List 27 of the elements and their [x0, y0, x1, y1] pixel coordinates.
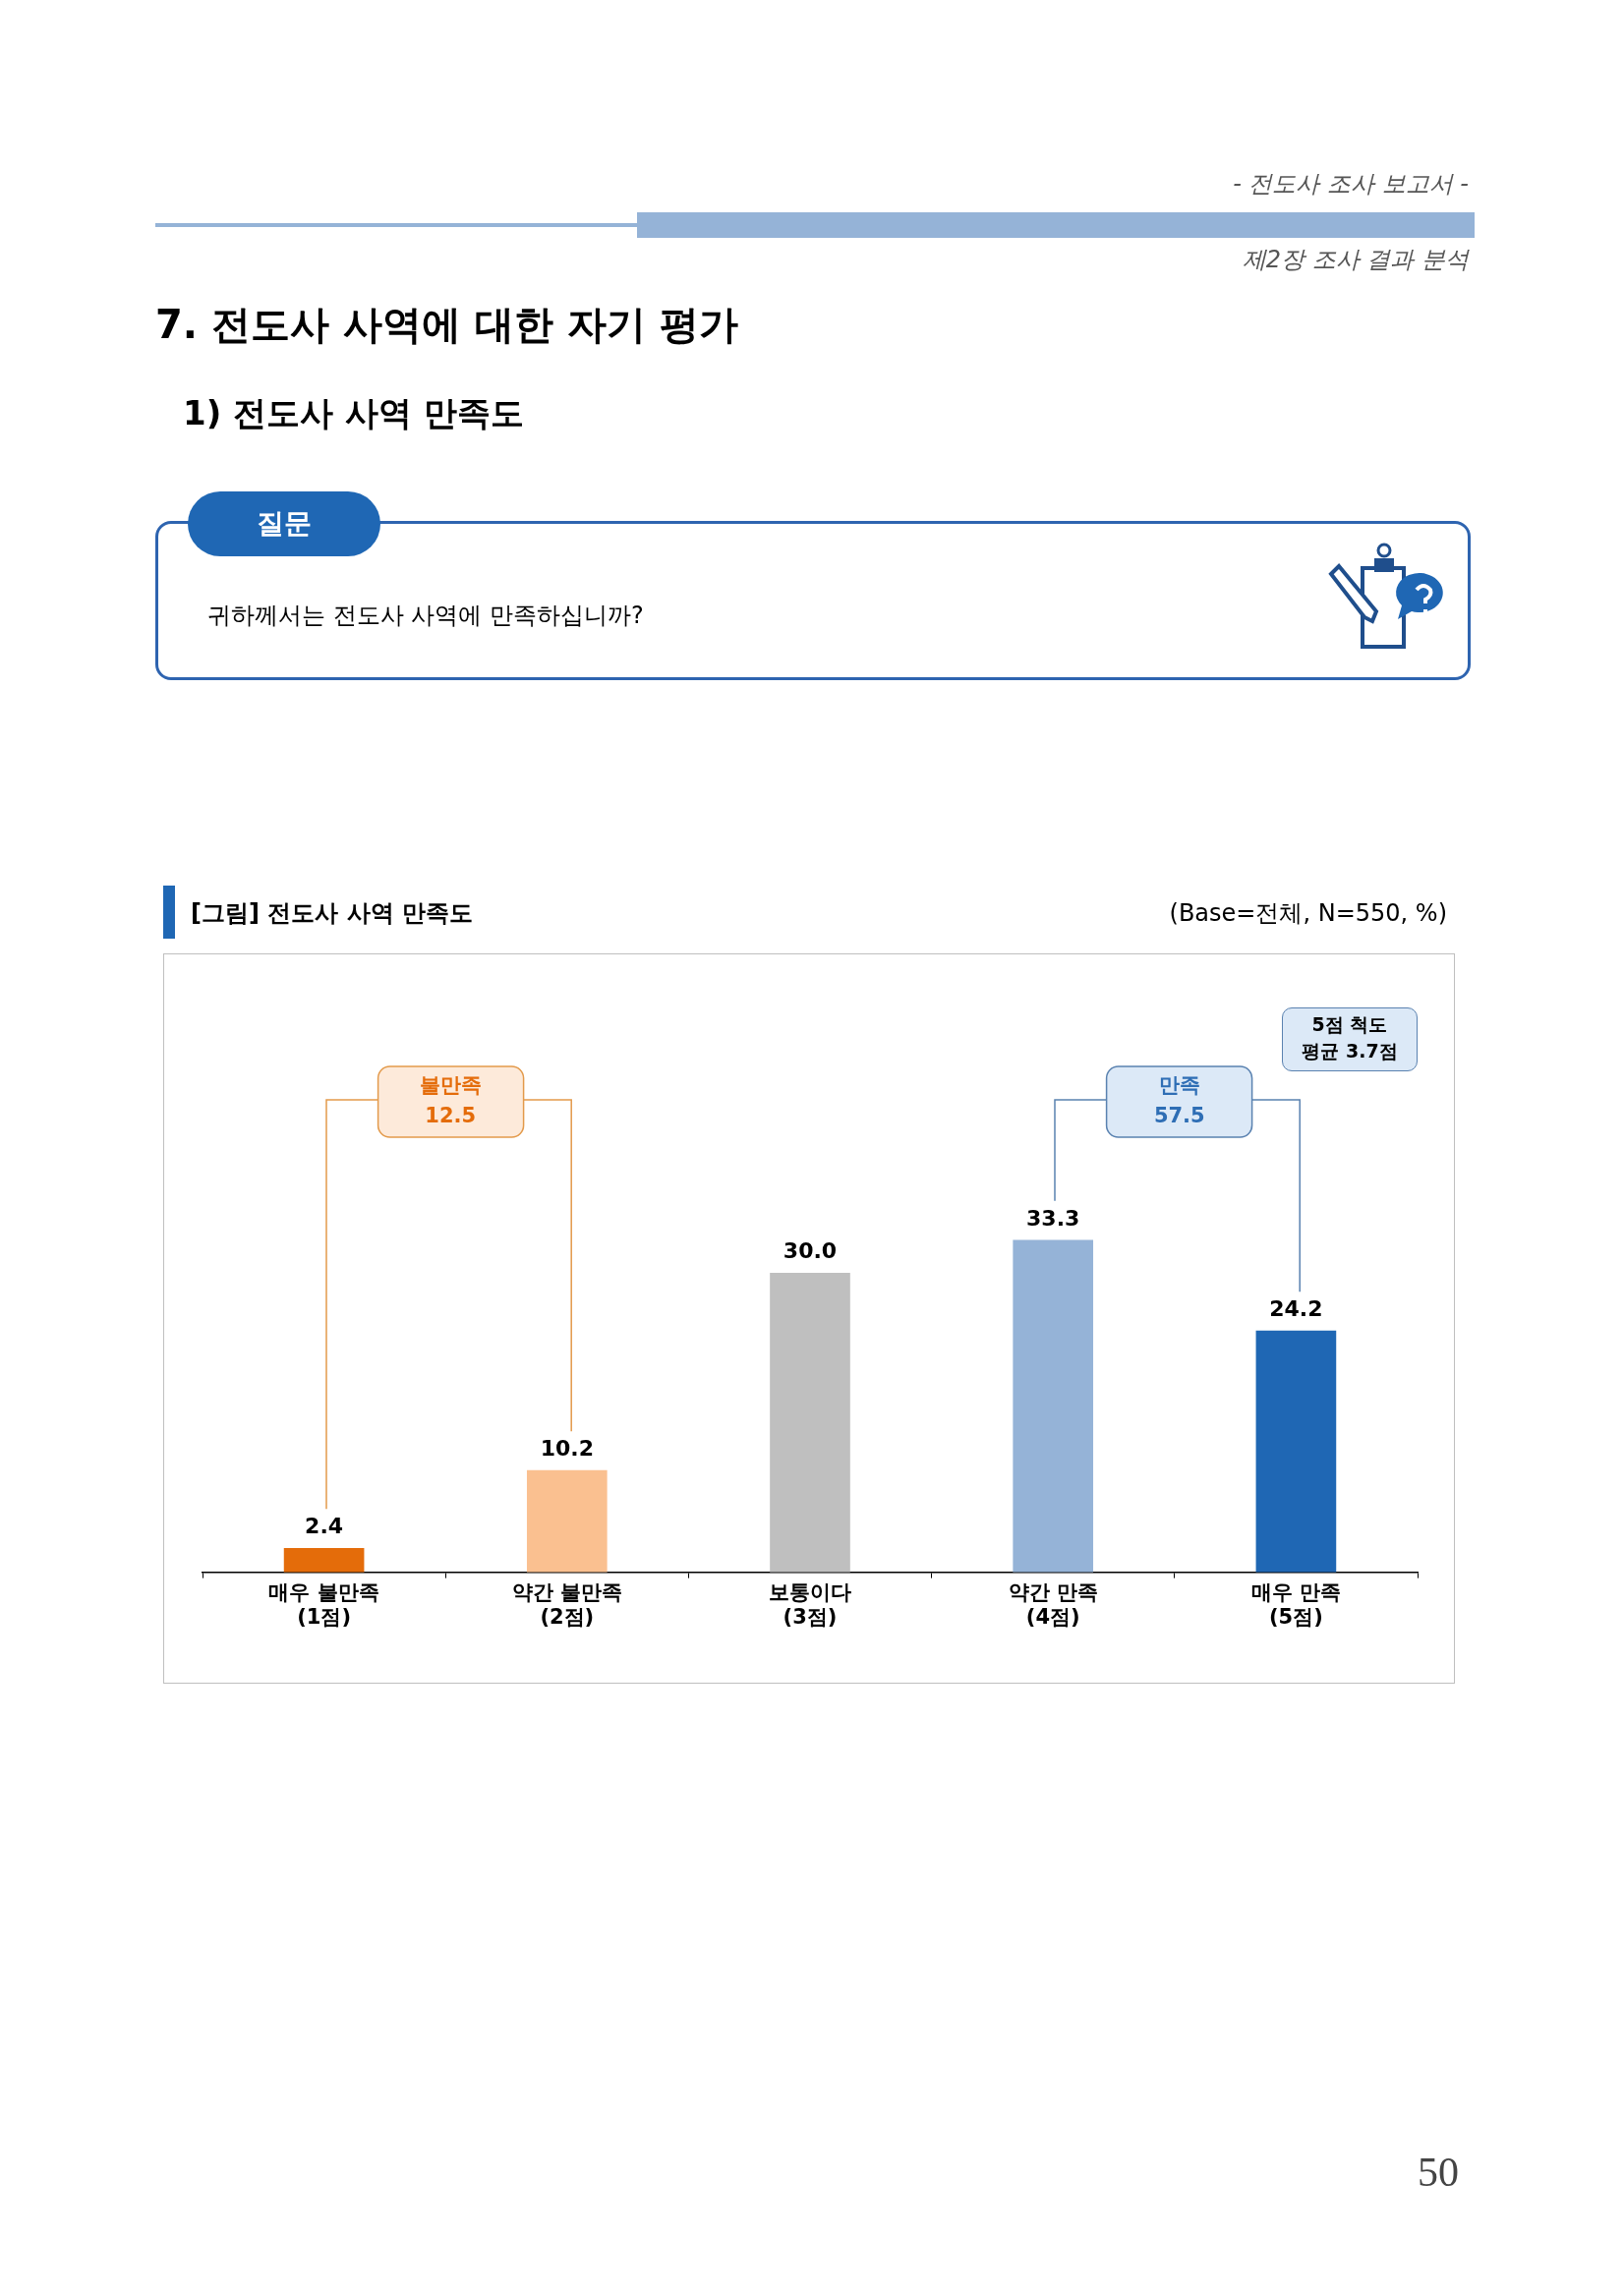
text: 불만족 12.5	[418, 1072, 483, 1129]
chart-title: [그림] 전도사 사역 만족도	[191, 898, 474, 929]
bar	[1255, 1330, 1337, 1573]
bar	[526, 1469, 608, 1573]
x-tick-label: 매우 만족 (5점)	[1250, 1579, 1342, 1629]
text: 제2장 조사 결과 분석	[1242, 245, 1469, 275]
x-tick-label: 약간 불만족 (2점)	[511, 1579, 622, 1629]
text: 질문	[188, 491, 380, 556]
text: 5점 척도 평균 3.7점	[1282, 1007, 1418, 1071]
data-label: 10.2	[540, 1435, 594, 1461]
text: 7. 전도사 사역에 대한 자기 평가	[155, 301, 738, 349]
x-tick-label: 보통이다 (3점)	[769, 1579, 851, 1629]
data-label: 2.4	[305, 1513, 344, 1538]
text: 1) 전도사 사역 만족도	[183, 392, 524, 434]
bar	[283, 1547, 365, 1573]
data-label: 33.3	[1026, 1205, 1080, 1231]
text: 만족 57.5	[1152, 1072, 1206, 1129]
x-tick-label: 약간 만족 (4점)	[1008, 1579, 1098, 1629]
bar	[770, 1272, 850, 1573]
text: - 전도사 조사 보고서 -	[1233, 169, 1469, 200]
text: 50	[1418, 2149, 1459, 2196]
data-label: 30.0	[783, 1238, 838, 1264]
text: (Base=전체, N=550, %)	[1169, 898, 1447, 929]
x-tick-label: 매우 불만족 (1점)	[268, 1579, 379, 1629]
text: 귀하께서는 전도사 사역에 만족하십니까?	[207, 601, 644, 631]
bar	[1013, 1239, 1094, 1573]
data-label: 24.2	[1269, 1295, 1323, 1321]
